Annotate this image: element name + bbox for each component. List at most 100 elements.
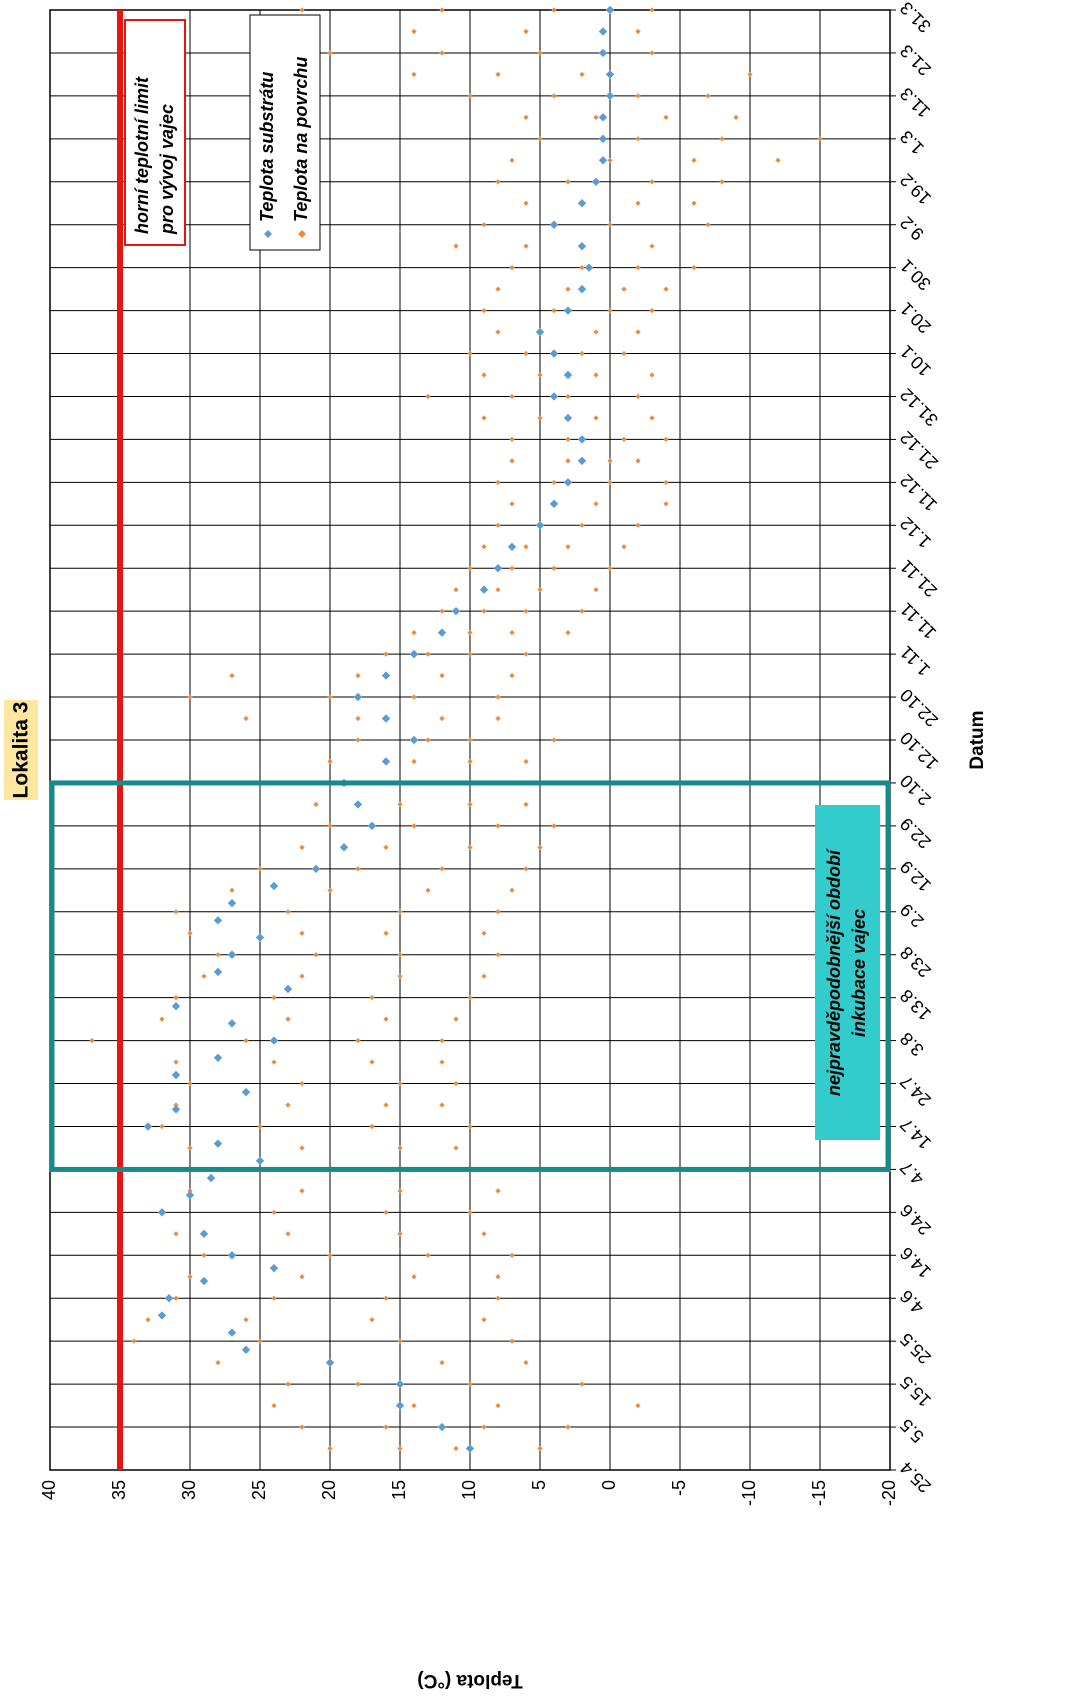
data-point — [467, 93, 473, 99]
data-point — [369, 995, 375, 1001]
data-point — [635, 265, 641, 271]
data-point — [579, 608, 585, 614]
data-point — [549, 220, 559, 229]
data-point — [327, 1252, 333, 1258]
data-point — [593, 372, 599, 378]
data-point — [607, 565, 613, 571]
data-point — [507, 542, 517, 551]
data-point — [383, 844, 389, 850]
data-point — [523, 243, 529, 249]
data-point — [327, 50, 333, 56]
y-tick-label: -5 — [669, 1480, 689, 1496]
data-point — [257, 866, 263, 872]
data-point — [185, 1190, 195, 1200]
y-tick-label: 25 — [249, 1480, 269, 1500]
legend-label: Teplota na povrchu — [291, 57, 311, 222]
data-point — [439, 1037, 445, 1044]
data-point — [201, 973, 207, 979]
data-point — [691, 200, 697, 206]
data-point — [598, 48, 608, 58]
x-tick-label: 12.9 — [896, 857, 935, 896]
data-point — [467, 1381, 473, 1387]
data-point — [397, 1231, 403, 1237]
data-point — [593, 415, 599, 421]
data-point — [271, 995, 277, 1001]
threshold-label: horní teplotní limit — [132, 76, 152, 234]
data-point — [411, 71, 417, 78]
data-point — [635, 393, 641, 400]
data-point — [311, 864, 321, 874]
data-point — [409, 649, 419, 659]
x-tick-label: 11.12 — [896, 470, 941, 515]
data-point — [481, 222, 487, 228]
data-point — [551, 307, 557, 314]
data-point — [467, 350, 473, 357]
data-point — [537, 50, 543, 56]
data-point — [467, 737, 473, 743]
data-point — [425, 1252, 431, 1258]
data-point — [719, 179, 725, 185]
data-point — [283, 984, 293, 994]
x-tick-label: 14.7 — [896, 1114, 935, 1153]
data-point — [495, 694, 501, 700]
data-point — [327, 694, 333, 700]
data-point — [383, 651, 389, 657]
data-point — [157, 1311, 167, 1320]
data-point — [369, 1317, 375, 1323]
data-point — [621, 350, 627, 357]
x-tick-label: 12.10 — [896, 728, 942, 774]
data-point — [411, 758, 417, 765]
data-point — [535, 521, 545, 530]
data-point — [453, 1445, 459, 1452]
data-point — [577, 199, 587, 208]
data-point — [495, 479, 501, 485]
highlight-label-box — [815, 805, 880, 1140]
data-point — [551, 823, 557, 829]
x-tick-label: 31.3 — [896, 0, 935, 37]
data-point — [565, 393, 571, 400]
data-point — [535, 327, 545, 337]
data-point — [145, 1317, 151, 1323]
data-point — [164, 1294, 174, 1303]
data-point — [537, 415, 543, 421]
data-point — [467, 1209, 473, 1215]
highlight-label: inkubace vajec — [849, 909, 869, 1037]
data-point — [227, 1019, 237, 1028]
data-point — [593, 501, 599, 507]
data-point — [605, 91, 615, 101]
data-point — [199, 1276, 209, 1286]
data-point — [439, 1059, 445, 1065]
data-point — [509, 265, 515, 271]
data-point — [523, 350, 529, 357]
data-point — [355, 715, 361, 722]
data-point — [229, 672, 235, 679]
data-point — [635, 93, 641, 99]
data-point — [453, 243, 459, 249]
data-point — [705, 93, 711, 99]
data-point — [227, 1328, 237, 1337]
data-point — [257, 1338, 263, 1344]
data-point — [173, 1295, 179, 1301]
data-point — [171, 1002, 181, 1011]
data-point — [705, 222, 711, 228]
x-tick-label: 23.8 — [896, 943, 935, 982]
data-point — [397, 1080, 403, 1087]
data-point — [509, 1252, 515, 1258]
data-point — [355, 737, 361, 743]
data-point — [299, 1424, 305, 1430]
data-point — [605, 5, 615, 15]
x-tick-label: 21.12 — [896, 427, 942, 473]
data-point — [565, 436, 571, 443]
data-point — [437, 1422, 447, 1432]
data-point — [227, 950, 237, 959]
x-tick-label: 24.7 — [896, 1071, 935, 1110]
data-point — [481, 544, 487, 550]
data-point — [173, 909, 179, 915]
data-point — [353, 692, 363, 702]
data-point — [579, 350, 585, 357]
legend-label: Teplota substrátu — [257, 72, 277, 222]
data-point — [551, 565, 557, 571]
x-tick-label: 24.6 — [896, 1200, 935, 1239]
data-point — [271, 1295, 277, 1301]
data-point — [143, 1122, 153, 1131]
